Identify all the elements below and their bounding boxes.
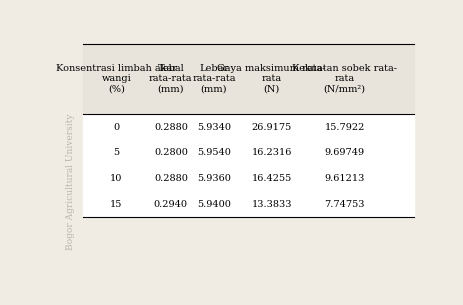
Bar	[83, 114, 413, 217]
Text: 0.2800: 0.2800	[154, 148, 188, 157]
Text: 5.9400: 5.9400	[196, 200, 230, 209]
Text: 0.2940: 0.2940	[154, 200, 188, 209]
Text: 9.69749: 9.69749	[324, 148, 364, 157]
Text: Konsentrasi limbah akar
wangi
(%): Konsentrasi limbah akar wangi (%)	[56, 64, 176, 94]
Text: 7.74753: 7.74753	[324, 200, 364, 209]
Text: 5.9360: 5.9360	[196, 174, 230, 183]
Text: Tebal
rata-rata
(mm): Tebal rata-rata (mm)	[149, 64, 192, 94]
Text: 5: 5	[113, 148, 119, 157]
Text: 0: 0	[113, 123, 119, 131]
Text: 5.9340: 5.9340	[196, 123, 231, 131]
Text: 0.2880: 0.2880	[154, 174, 188, 183]
Text: 15.7922: 15.7922	[324, 123, 364, 131]
Text: 10: 10	[110, 174, 122, 183]
Text: 16.4255: 16.4255	[251, 174, 291, 183]
Bar	[83, 44, 413, 114]
Text: 16.2316: 16.2316	[251, 148, 291, 157]
Text: Bogor Agricultural University: Bogor Agricultural University	[66, 114, 75, 250]
Text: Gaya maksimum rata-
rata
(N): Gaya maksimum rata- rata (N)	[217, 64, 325, 94]
Text: Lebar
rata-rata
(mm): Lebar rata-rata (mm)	[192, 64, 235, 94]
Text: 9.61213: 9.61213	[324, 174, 364, 183]
Text: 13.3833: 13.3833	[251, 200, 291, 209]
Text: 26.9175: 26.9175	[251, 123, 291, 131]
Text: Kekuatan sobek rata-
rata
(N/mm²): Kekuatan sobek rata- rata (N/mm²)	[291, 64, 396, 94]
Text: 5.9540: 5.9540	[196, 148, 230, 157]
Text: 0.2880: 0.2880	[154, 123, 188, 131]
Text: 15: 15	[110, 200, 122, 209]
